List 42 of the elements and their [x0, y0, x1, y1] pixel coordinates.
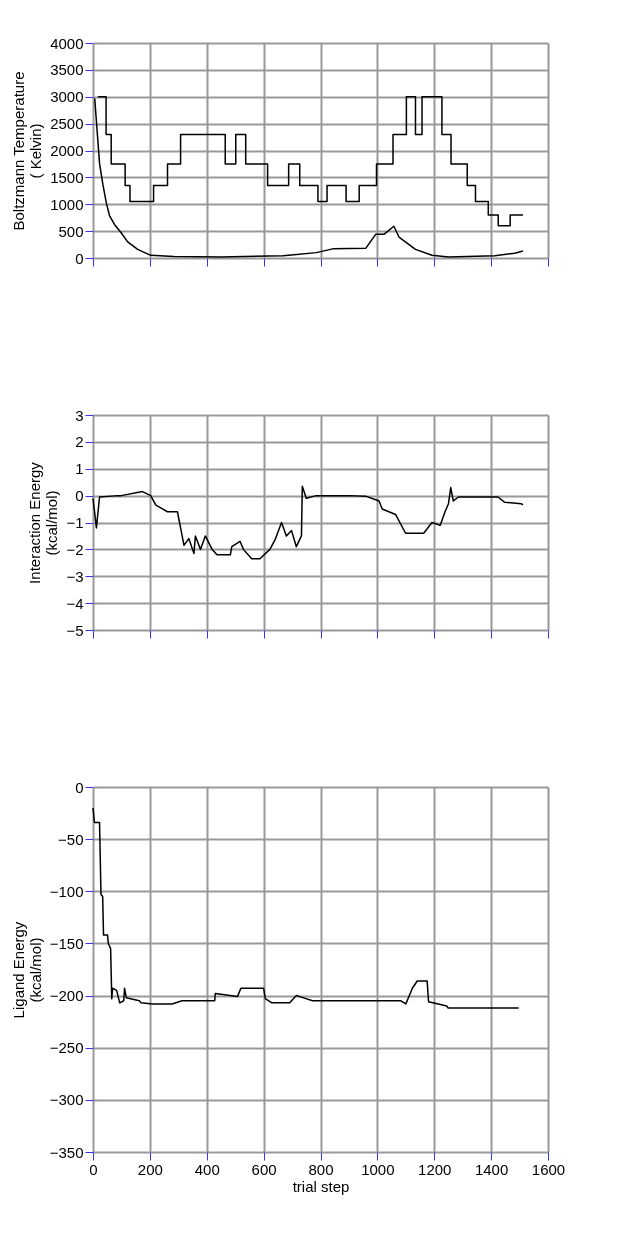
y-tick-label: 0 — [75, 487, 84, 505]
y-tick-label: 3 — [75, 406, 84, 424]
x-tick-label: 0 — [89, 1160, 98, 1178]
y-tick-label: 2500 — [50, 115, 84, 133]
y-tick-label: −3 — [66, 567, 84, 585]
y-axis-title: Boltzmann Temperature ( Kelvin) — [10, 71, 45, 231]
y-tick-label: −300 — [49, 1091, 84, 1109]
y-axis-title: Ligand Energy (kcal/mol) — [9, 921, 44, 1019]
y-tick-label: −100 — [49, 882, 84, 900]
line-series — [93, 97, 524, 258]
x-tick-label: 1600 — [531, 1160, 566, 1178]
y-tick-label: 3000 — [50, 88, 84, 106]
y-tick-label: 3500 — [50, 61, 84, 79]
y-tick-label: 1000 — [50, 195, 84, 213]
y-tick-label: −350 — [49, 1143, 84, 1161]
x-tick-label: 400 — [194, 1160, 220, 1178]
x-tick-label: 1200 — [418, 1160, 452, 1178]
y-tick-label: 1500 — [50, 168, 84, 186]
y-tick-label: −2 — [66, 540, 84, 558]
y-tick-label: −50 — [58, 830, 84, 848]
line-series — [92, 485, 524, 560]
y-tick-label: −150 — [49, 934, 84, 952]
y-tick-label: 1 — [75, 460, 84, 478]
y-tick-label: −250 — [49, 1039, 84, 1057]
y-tick-label: 2 — [75, 433, 84, 451]
y-tick-label: −5 — [66, 621, 84, 639]
x-tick-label: 800 — [308, 1160, 334, 1178]
line-series — [92, 807, 520, 1009]
y-tick-label: 0 — [75, 249, 84, 267]
x-tick-label: 1000 — [361, 1160, 395, 1178]
x-tick-label: 200 — [137, 1160, 163, 1178]
y-tick-label: 4000 — [50, 34, 84, 52]
x-tick-label: 600 — [251, 1160, 277, 1178]
x-axis-title: trial step — [292, 1177, 350, 1195]
y-tick-label: 500 — [58, 222, 84, 240]
y-tick-label: −200 — [49, 987, 84, 1005]
y-tick-label: −1 — [66, 514, 84, 531]
y-tick-label: 0 — [75, 778, 84, 796]
y-tick-label: −4 — [66, 594, 84, 612]
y-axis-title: Interaction Energy (kcal/mol) — [26, 461, 61, 584]
x-tick-label: 1400 — [474, 1160, 509, 1178]
y-tick-label: 2000 — [50, 142, 84, 159]
